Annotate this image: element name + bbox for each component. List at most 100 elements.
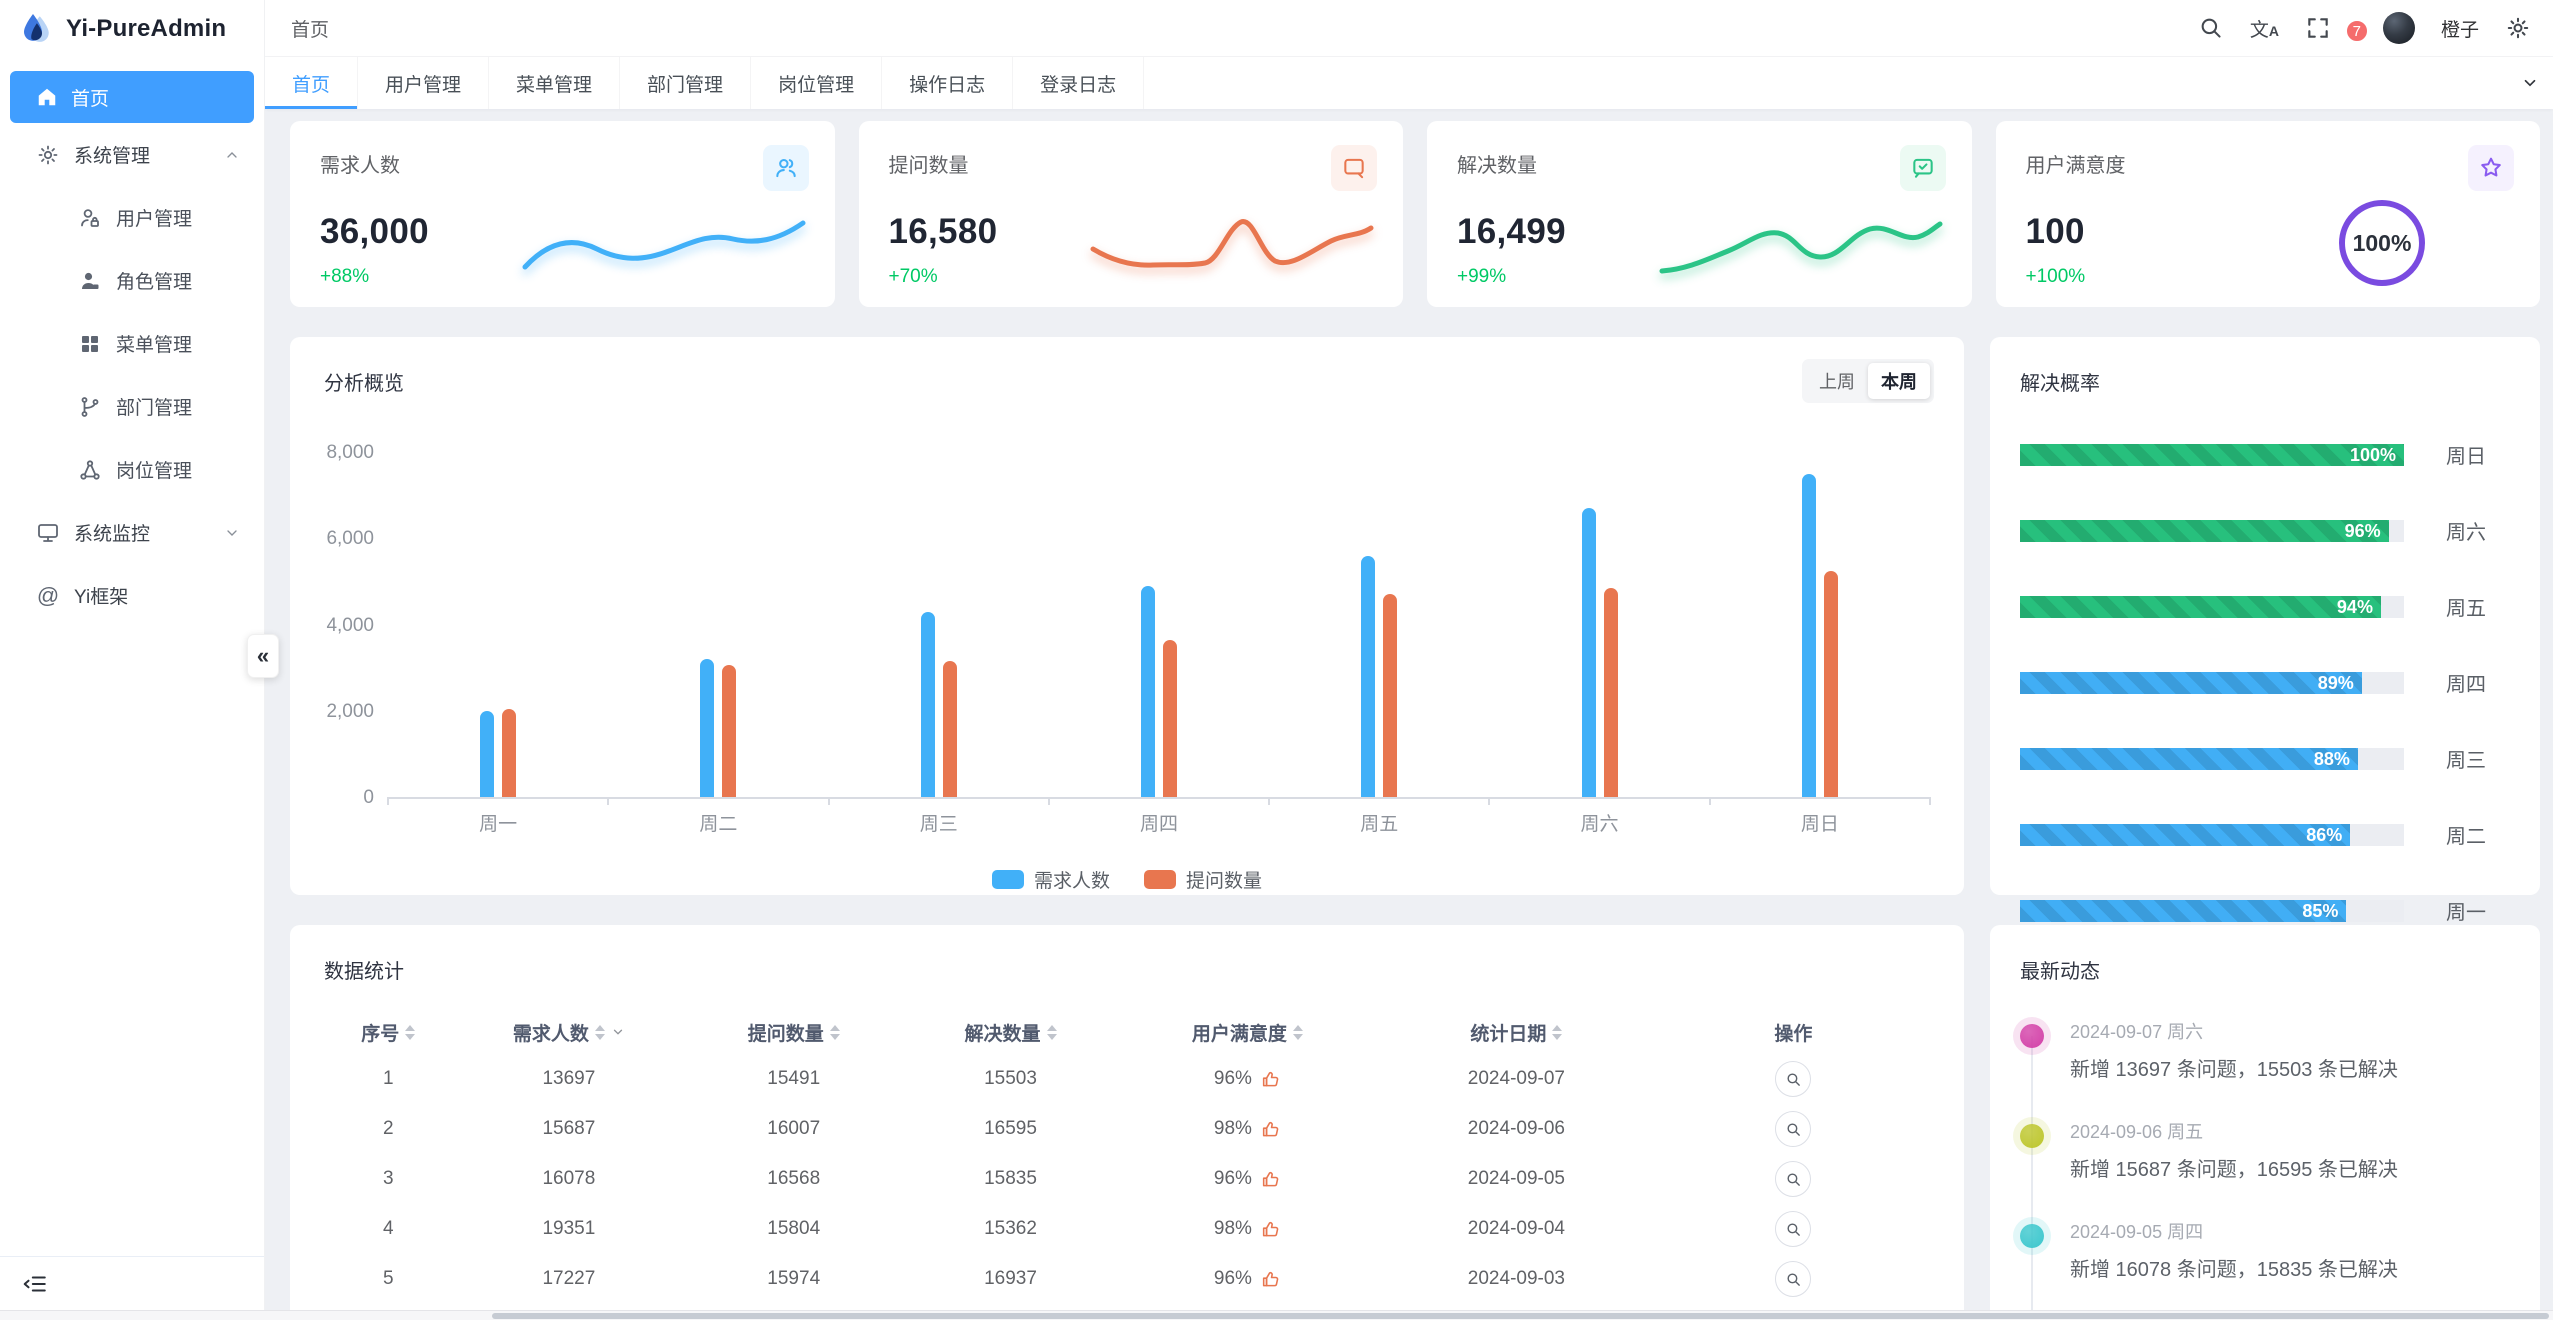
- app-logo[interactable]: Yi-PureAdmin: [0, 0, 264, 57]
- column-header-操作: 操作: [1657, 1019, 1930, 1046]
- progress-percent: 100%: [2349, 444, 2396, 465]
- tab-部门管理[interactable]: 部门管理: [620, 57, 752, 109]
- sidebar-item-label: 用户管理: [116, 209, 193, 230]
- solve-rate-row-周五: 94% 周五: [2020, 592, 2510, 621]
- bar-需求人数-周四: [1140, 585, 1155, 797]
- sidebar-item-菜单管理[interactable]: 菜单管理: [0, 312, 264, 375]
- row-view-button[interactable]: [1775, 1261, 1812, 1297]
- news-text: 新增 13697 条问题，15503 条已解决: [2070, 1059, 2398, 1081]
- cell-satisfaction: 96%: [1119, 1268, 1376, 1290]
- translate-icon[interactable]: 文A: [2249, 19, 2279, 41]
- table-row: 5 17227 15974 16937 96% 2024-09-03: [324, 1254, 1930, 1304]
- data-table: 序号 需求人数 提问数量 解决数量 用户满意度 统计日期 操作 1 13697 15491 155…: [324, 1010, 1930, 1320]
- filter-chevron-icon[interactable]: [611, 1025, 625, 1039]
- horizontal-scrollbar-thumb[interactable]: [492, 1313, 2549, 1319]
- sidebar-item-system-monitor[interactable]: 系统监控: [0, 501, 264, 564]
- cell-date: 2024-09-04: [1467, 1218, 1565, 1239]
- legend-item-提问数量[interactable]: 提问数量: [1144, 866, 1262, 893]
- x-axis-label-周二: 周二: [699, 814, 738, 835]
- sidebar: Yi-PureAdmin 首页 系统管理 用户管理角色管理 菜单管理 部门管理岗位管…: [0, 0, 265, 1320]
- row-view-button[interactable]: [1775, 1211, 1812, 1247]
- sidebar-item-用户管理[interactable]: 用户管理: [0, 186, 264, 249]
- stat-title: 解决数量: [1457, 155, 1537, 177]
- toggle-last-week[interactable]: 上周: [1819, 372, 1855, 392]
- tab-首页[interactable]: 首页: [265, 57, 359, 109]
- row-view-button[interactable]: [1775, 1111, 1812, 1147]
- sidebar-item-yi-framework[interactable]: @ Yi框架: [0, 564, 264, 627]
- gear-icon: [36, 143, 60, 167]
- sparkline-questions: [1090, 219, 1374, 268]
- search-icon[interactable]: [2198, 15, 2224, 41]
- progress-percent: 89%: [2317, 672, 2354, 693]
- row-view-button[interactable]: [1775, 1061, 1812, 1097]
- notification-badge: 7: [2344, 19, 2369, 43]
- sidebar-item-部门管理[interactable]: 部门管理: [0, 375, 264, 438]
- stat-card-satisfaction: 用户满意度 100 +100% 100%: [1995, 121, 2540, 307]
- x-axis-label-周日: 周日: [1800, 814, 1839, 835]
- menu-fold-icon[interactable]: [22, 1271, 48, 1297]
- column-header-用户满意度[interactable]: 用户满意度: [1119, 1019, 1376, 1046]
- sidebar-item-角色管理[interactable]: 角色管理: [0, 249, 264, 312]
- sort-carets-icon[interactable]: [1292, 1024, 1303, 1040]
- satisfaction-value: 96%: [1213, 1268, 1252, 1289]
- table-row: 1 13697 15491 15503 96% 2024-09-07: [324, 1054, 1930, 1104]
- satisfaction-value: 96%: [1213, 1068, 1252, 1089]
- sidebar-item-label: 岗位管理: [116, 461, 193, 482]
- chat-icon: [1331, 145, 1377, 191]
- progress-fill: 85%: [2020, 899, 2347, 922]
- sort-carets-icon[interactable]: [829, 1024, 840, 1040]
- thumb-up-icon: [1260, 1269, 1281, 1290]
- column-header-解决数量[interactable]: 解决数量: [902, 1019, 1119, 1046]
- solve-rate-row-周一: 85% 周一: [2020, 896, 2510, 925]
- stat-card-questions: 提问数量 16,580 +70%: [858, 121, 1403, 307]
- bar-提问数量-周六: [1603, 587, 1618, 797]
- row-view-button[interactable]: [1775, 1161, 1812, 1197]
- column-header-提问数量[interactable]: 提问数量: [685, 1019, 902, 1046]
- tab-操作日志[interactable]: 操作日志: [882, 57, 1014, 109]
- sidebar-collapse-button[interactable]: «: [247, 634, 279, 678]
- legend-item-需求人数[interactable]: 需求人数: [991, 866, 1110, 893]
- x-axis-tick: [1268, 797, 1271, 805]
- progress-day-label: 周六: [2446, 522, 2486, 544]
- progress-day-label: 周二: [2446, 826, 2486, 848]
- stat-trend: +99%: [1457, 266, 1507, 287]
- avatar[interactable]: [2382, 12, 2415, 44]
- tab-菜单管理[interactable]: 菜单管理: [489, 57, 621, 109]
- sort-carets-icon[interactable]: [1552, 1024, 1563, 1040]
- stat-title: 用户满意度: [2025, 155, 2126, 177]
- tab-用户管理[interactable]: 用户管理: [358, 57, 490, 109]
- toggle-this-week[interactable]: 本周: [1868, 363, 1930, 399]
- bar-需求人数-周一: [480, 710, 495, 797]
- tabs-dropdown-chevron-icon[interactable]: [2521, 74, 2539, 92]
- branch-icon: [78, 395, 102, 419]
- progress-fill: 89%: [2020, 671, 2362, 694]
- news-list: 2024-09-07 周六 新增 13697 条问题，15503 条已解决 2024…: [2020, 1018, 2510, 1320]
- main-content: 需求人数 36,000 +88% 提问数量 16,580 +70%: [265, 109, 2553, 1320]
- column-header-统计日期[interactable]: 统计日期: [1376, 1019, 1657, 1046]
- bar-需求人数-周六: [1581, 508, 1596, 797]
- sidebar-item-system-mgmt[interactable]: 系统管理: [0, 123, 264, 186]
- sort-carets-icon[interactable]: [405, 1024, 416, 1040]
- sidebar-item-home[interactable]: 首页: [10, 71, 254, 123]
- sort-carets-icon[interactable]: [594, 1024, 605, 1040]
- tab-岗位管理[interactable]: 岗位管理: [751, 57, 883, 109]
- tab-登录日志[interactable]: 登录日志: [1013, 57, 1145, 109]
- cell-demand: 13697: [542, 1068, 596, 1089]
- progress-track: 85%: [2020, 899, 2404, 922]
- username[interactable]: 橙子: [2440, 19, 2479, 41]
- satisfaction-value: 96%: [1213, 1168, 1252, 1189]
- table-row: 2 15687 16007 16595 98% 2024-09-06: [324, 1104, 1930, 1154]
- tab-bar-items: 首页 用户管理 菜单管理 部门管理 岗位管理 操作日志 登录日志: [265, 57, 1145, 109]
- progress-day-label: 周日: [2446, 446, 2486, 468]
- column-header-序号[interactable]: 序号: [324, 1019, 452, 1046]
- sidebar-item-岗位管理[interactable]: 岗位管理: [0, 438, 264, 501]
- cell-action: [1657, 1211, 1930, 1247]
- thumb-up-icon: [1260, 1219, 1281, 1240]
- bar-提问数量-周日: [1823, 570, 1838, 797]
- fullscreen-icon[interactable]: [2305, 15, 2331, 41]
- cell-questions: 15974: [767, 1268, 821, 1289]
- settings-gear-icon[interactable]: [2505, 15, 2531, 41]
- column-header-需求人数[interactable]: 需求人数: [452, 1019, 685, 1046]
- stat-card-solved: 解决数量 16,499 +99%: [1427, 121, 1972, 307]
- sort-carets-icon[interactable]: [1046, 1024, 1057, 1040]
